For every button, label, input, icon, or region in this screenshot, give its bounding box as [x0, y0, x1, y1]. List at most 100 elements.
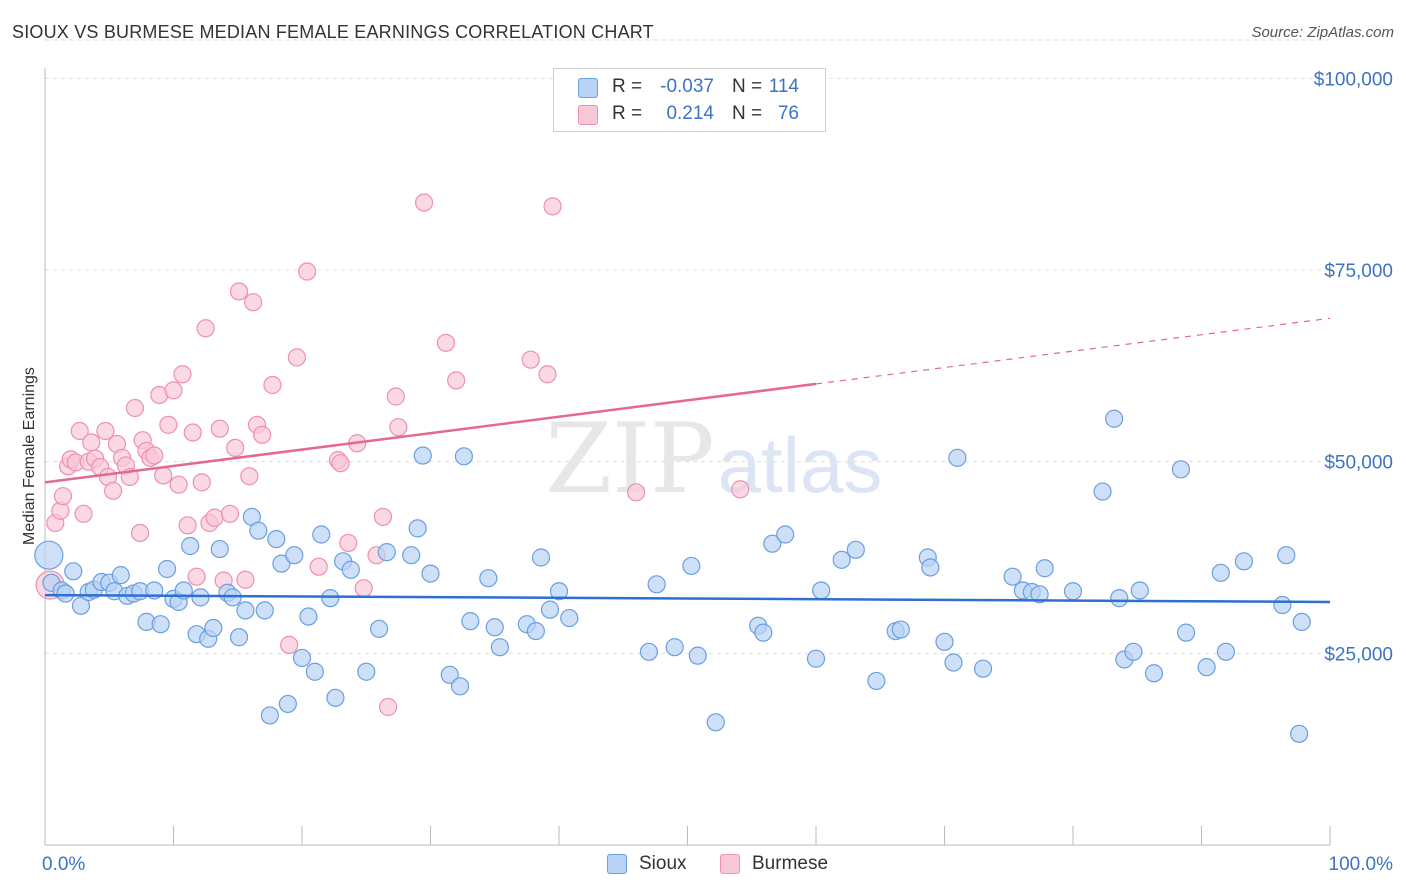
point-sioux	[229, 628, 249, 647]
legend-swatch-burmese	[720, 854, 740, 874]
point-sioux	[776, 525, 795, 544]
point-sioux	[357, 662, 376, 681]
trend-line-extension-burmese	[815, 317, 1331, 385]
point-burmese	[436, 333, 456, 352]
point-sioux	[891, 620, 910, 639]
point-burmese	[226, 438, 245, 457]
y-tick-label: $75,000	[1324, 261, 1393, 282]
tick-labels: $25,000 $50,000 $75,000 $100,000 0.0% 100.0%	[42, 69, 1393, 875]
point-sioux	[973, 659, 993, 678]
point-sioux	[440, 665, 459, 684]
point-burmese	[354, 579, 373, 598]
point-sioux	[305, 662, 324, 681]
stats-legend: R = -0.037 N = 114 R = 0.214 N = 76	[553, 68, 826, 132]
point-sioux	[485, 618, 504, 637]
point-sioux	[1292, 612, 1311, 632]
point-burmese	[626, 483, 646, 502]
point-burmese	[280, 635, 299, 655]
point-sioux	[236, 601, 255, 620]
point-sioux	[1093, 482, 1112, 501]
data-points	[34, 193, 1311, 743]
point-sioux	[326, 688, 345, 707]
point-sioux	[1144, 664, 1164, 683]
point-sioux	[1290, 724, 1309, 743]
point-sioux	[151, 615, 170, 634]
point-sioux	[157, 559, 177, 579]
legend-label-burmese: Burmese	[752, 853, 829, 874]
point-sioux	[204, 618, 223, 638]
point-sioux	[490, 638, 509, 657]
x-tick-label: 0.0%	[42, 854, 85, 875]
point-burmese	[538, 365, 557, 384]
point-sioux	[260, 706, 279, 725]
point-burmese	[220, 504, 240, 523]
point-sioux	[461, 612, 480, 631]
point-burmese	[205, 508, 224, 527]
point-sioux	[1035, 559, 1054, 578]
point-sioux	[408, 519, 427, 538]
point-burmese	[229, 282, 249, 301]
point-burmese	[309, 557, 328, 576]
point-sioux	[223, 588, 242, 607]
legend-r-label: R =	[612, 103, 643, 124]
point-sioux	[64, 562, 83, 581]
point-burmese	[331, 454, 350, 473]
point-burmese	[104, 481, 123, 500]
point-sioux	[191, 588, 210, 607]
legend-r-label: R =	[612, 76, 643, 97]
point-burmese	[521, 350, 540, 369]
point-sioux	[210, 539, 229, 559]
point-sioux	[1105, 409, 1124, 428]
point-sioux	[754, 623, 773, 642]
point-burmese	[543, 197, 562, 216]
point-burmese	[70, 421, 89, 441]
legend-r-value: 0.214	[666, 103, 714, 124]
point-burmese	[159, 415, 178, 434]
point-burmese	[125, 398, 145, 418]
point-sioux	[292, 648, 312, 668]
point-burmese	[192, 473, 211, 492]
point-burmese	[236, 570, 255, 589]
point-burmese	[145, 446, 164, 465]
point-burmese	[386, 387, 405, 406]
point-sioux	[549, 582, 569, 601]
point-sioux	[665, 638, 684, 657]
point-sioux	[1030, 585, 1049, 604]
point-burmese	[378, 697, 398, 717]
y-tick-label: $25,000	[1324, 644, 1393, 665]
point-sioux	[560, 608, 579, 628]
point-burmese	[130, 523, 150, 543]
point-sioux	[948, 448, 967, 467]
point-burmese	[96, 421, 115, 441]
point-burmese	[173, 365, 192, 384]
point-sioux	[181, 536, 200, 556]
legend-n-value: 76	[777, 103, 799, 124]
trend-line-sioux	[44, 593, 1331, 604]
point-sioux	[706, 713, 725, 732]
point-sioux	[639, 642, 659, 661]
point-sioux	[806, 649, 826, 668]
point-burmese	[53, 487, 73, 506]
point-burmese	[287, 348, 306, 367]
point-sioux	[111, 566, 130, 585]
point-sioux	[402, 546, 421, 565]
series-legend: Sioux Burmese	[0, 852, 1406, 878]
point-sioux	[832, 550, 851, 569]
legend-r-value: -0.037	[660, 76, 714, 97]
point-sioux	[688, 646, 707, 665]
point-sioux	[34, 540, 64, 570]
legend-swatch-sioux	[578, 78, 598, 98]
point-burmese	[373, 507, 393, 526]
point-burmese	[210, 419, 229, 438]
point-sioux	[846, 540, 865, 559]
point-sioux	[278, 694, 297, 714]
point-sioux	[272, 554, 291, 573]
point-burmese	[169, 475, 188, 494]
source-label: Source: ZipAtlas.com	[1251, 24, 1394, 41]
point-burmese	[187, 567, 206, 586]
point-sioux	[377, 543, 396, 562]
point-burmese	[263, 375, 282, 395]
point-sioux	[56, 584, 75, 603]
point-sioux	[1197, 658, 1216, 677]
point-sioux	[1124, 642, 1143, 661]
